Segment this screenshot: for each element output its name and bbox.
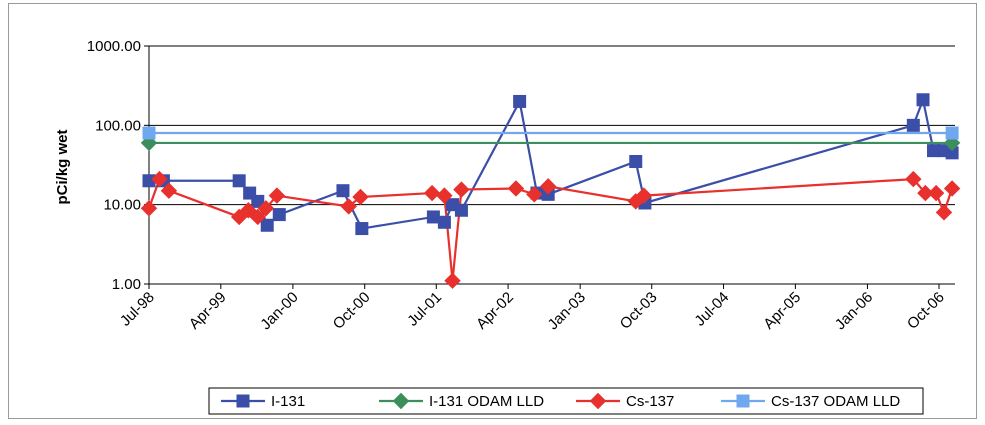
y-tick-label: 10.00	[103, 197, 141, 214]
data-point-cs-137	[257, 200, 275, 217]
x-tick-label: Jul-98	[117, 289, 158, 330]
y-tick-label: 100.00	[95, 117, 141, 134]
data-point-cs-137	[352, 188, 369, 206]
legend: I-131 I-131 ODAM LLD Cs-137 Cs-137 ODAM LLD	[208, 387, 924, 415]
x-tick-label: Oct-06	[904, 289, 948, 333]
legend-swatch-marker-cs-137-odam-lld	[736, 394, 750, 408]
data-point-cs-137	[444, 272, 461, 289]
legend-label-i-131-odam-lld: I-131 ODAM LLD	[429, 393, 544, 410]
data-point-cs-137	[230, 208, 248, 226]
legend-label-cs-137: Cs-137	[626, 393, 674, 410]
x-tick-label: Apr-05	[760, 289, 804, 333]
y-tick-label: 1.00	[112, 276, 141, 293]
data-point-i-131	[454, 203, 468, 217]
data-point-cs-137	[935, 204, 953, 221]
data-point-i-131	[272, 208, 286, 222]
data-point-i-131	[426, 210, 440, 224]
data-point-cs-137	[160, 182, 178, 199]
data-point-i-131	[336, 184, 350, 198]
x-tick-label: Jul-01	[404, 289, 445, 330]
legend-swatch-marker-i-131	[236, 394, 250, 408]
data-point-cs-137	[927, 184, 945, 202]
y-tick-label: 1000.00	[87, 38, 141, 55]
data-point-i-131	[916, 93, 930, 107]
data-point-cs-137	[635, 187, 653, 204]
data-point-cs-137	[436, 187, 453, 204]
chart-svg: 1.00 10.00 100.00 1000.00 Jul-98 Apr-99 Jan-00…	[54, 38, 961, 415]
data-point-i-131	[437, 215, 451, 229]
data-point-cs-137	[423, 184, 441, 202]
grid-layer	[149, 45, 955, 285]
legend-swatch-marker-cs-137	[589, 392, 607, 410]
data-point-i-131	[906, 118, 920, 132]
data-point-cs-137	[507, 180, 525, 197]
data-point-i-131	[355, 222, 369, 236]
x-tick-label: Apr-02	[473, 289, 517, 333]
data-point-cs-137	[140, 200, 158, 217]
data-point-i-131	[260, 218, 274, 232]
data-point-i-131	[629, 155, 643, 169]
x-tick-label: Apr-99	[186, 289, 230, 333]
marker-layer	[140, 93, 961, 289]
y-axis-title: pCi/kg wet	[54, 129, 71, 204]
data-point-cs-137	[249, 208, 266, 226]
legend-label-cs-137-odam-lld: Cs-137 ODAM LLD	[771, 393, 900, 410]
x-tick-label: Jul-04	[691, 289, 732, 330]
x-tick-label: Oct-03	[617, 289, 661, 333]
data-point-cs-137	[905, 170, 922, 188]
legend-box	[208, 387, 924, 415]
data-point-cs-137	[240, 202, 257, 219]
data-point-cs-137-odam-lld	[142, 126, 156, 140]
legend-swatch-marker-i-131-odam-lld	[392, 392, 410, 410]
x-tick-label: Jan-00	[257, 289, 301, 333]
data-point-cs-137	[526, 186, 543, 203]
x-tick-label: Oct-00	[330, 289, 374, 333]
data-point-cs-137-odam-lld	[945, 126, 959, 140]
data-point-cs-137	[340, 198, 357, 215]
data-point-i-131	[232, 174, 246, 188]
x-tick-label: Jan-03	[545, 289, 589, 333]
data-point-cs-137	[268, 187, 286, 204]
data-point-i-131	[513, 94, 527, 108]
data-point-cs-137	[943, 180, 961, 197]
data-point-cs-137	[917, 184, 934, 202]
data-point-cs-137	[151, 170, 168, 188]
data-point-i-131	[251, 194, 265, 208]
x-tick-label: Jan-06	[832, 289, 876, 333]
data-point-cs-137	[539, 178, 557, 195]
data-point-cs-137	[453, 181, 470, 198]
chart-frame: 1.00 10.00 100.00 1000.00 Jul-98 Apr-99 Jan-00…	[8, 3, 977, 419]
legend-label-i-131: I-131	[271, 393, 305, 410]
